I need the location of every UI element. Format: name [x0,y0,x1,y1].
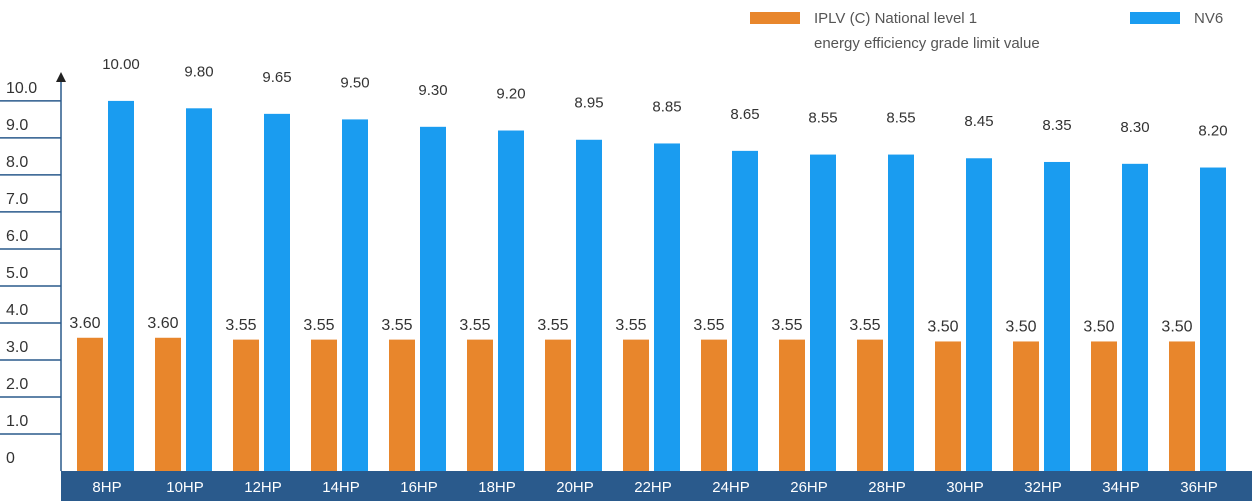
data-label: 9.65 [262,69,291,86]
x-tick-label: 8HP [92,479,121,496]
data-label: 10.00 [102,56,140,73]
data-label: 9.50 [340,74,369,91]
bar [389,339,415,471]
y-tick-label: 1.0 [6,413,28,430]
x-tick-label: 24HP [712,479,750,496]
bar [623,339,649,471]
bar [779,339,805,471]
bar [576,139,602,471]
data-label: 3.55 [303,317,334,334]
bar [311,339,337,471]
bar [701,339,727,471]
y-tick-label: 3.0 [6,339,28,356]
x-tick-label: 10HP [166,479,204,496]
bar [888,154,914,471]
y-tick-label: 5.0 [6,265,28,282]
x-tick-label: 26HP [790,479,828,496]
bar [420,126,446,472]
bar [467,339,493,471]
legend-item: IPLV (C) National level 1 energy efficie… [750,8,1040,56]
data-label: 3.60 [69,315,100,332]
data-label: 3.55 [537,317,568,334]
data-label: 8.95 [574,95,603,112]
bar [1013,341,1039,471]
data-label: 3.50 [927,319,958,336]
data-label: 8.65 [730,106,759,123]
bar [1200,167,1226,471]
data-label: 3.60 [147,315,178,332]
x-tick-label: 32HP [1024,479,1062,496]
data-label: 8.20 [1198,122,1227,139]
bar [966,158,992,471]
bar [1122,163,1148,471]
data-label: 3.50 [1083,319,1114,336]
bar [1169,341,1195,471]
bar [342,119,368,471]
data-label: 3.55 [381,317,412,334]
legend-label: IPLV (C) National level 1 energy efficie… [814,10,1040,52]
data-label: 3.55 [849,317,880,334]
data-label: 3.55 [693,317,724,334]
data-label: 3.50 [1005,319,1036,336]
data-label: 3.55 [459,317,490,334]
legend-item: NV6 [1130,8,1223,31]
y-tick-label: 0 [6,450,15,467]
bar [545,339,571,471]
data-label: 3.55 [615,317,646,334]
y-tick-label: 4.0 [6,302,28,319]
x-tick-label: 16HP [400,479,438,496]
x-tick-label: 30HP [946,479,984,496]
legend-swatch [1130,12,1180,24]
bar [108,100,134,471]
bar [498,130,524,471]
bar [810,154,836,471]
data-label: 8.35 [1042,117,1071,134]
bar [155,337,181,471]
data-label: 3.55 [225,317,256,334]
legend-label: NV6 [1194,10,1224,27]
x-tick-label: 12HP [244,479,282,496]
y-tick-label: 9.0 [6,117,28,134]
x-tick-label: 22HP [634,479,672,496]
bar [1044,161,1070,471]
data-label: 3.55 [771,317,802,334]
bar [233,339,259,471]
x-tick-label: 28HP [868,479,906,496]
x-tick-label: 34HP [1102,479,1140,496]
x-tick-label: 14HP [322,479,360,496]
data-label: 9.80 [184,63,213,80]
bar [1091,341,1117,471]
data-label: 8.85 [652,98,681,115]
data-label: 3.50 [1161,319,1192,336]
bar [264,113,290,472]
bar [857,339,883,471]
bar [935,341,961,471]
data-label: 8.30 [1120,119,1149,136]
bar [654,143,680,471]
data-label: 8.55 [808,110,837,127]
bar [732,150,758,472]
bar [186,108,212,471]
y-axis-arrow [56,72,66,82]
data-label: 9.30 [418,82,447,99]
x-tick-label: 36HP [1180,479,1218,496]
x-tick-label: 20HP [556,479,594,496]
data-label: 9.20 [496,85,525,102]
y-tick-label: 6.0 [6,228,28,245]
y-tick-label: 7.0 [6,191,28,208]
x-tick-label: 18HP [478,479,516,496]
data-label: 8.55 [886,110,915,127]
y-tick-label: 8.0 [6,154,28,171]
data-label: 8.45 [964,113,993,130]
y-tick-label: 10.0 [6,80,37,97]
x-axis-band [61,471,1252,501]
bar [77,337,103,471]
legend-swatch [750,12,800,24]
y-tick-label: 2.0 [6,376,28,393]
